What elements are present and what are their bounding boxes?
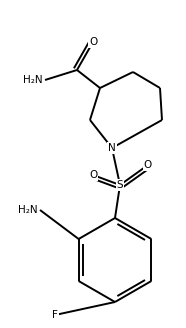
- Text: H₂N: H₂N: [18, 205, 38, 215]
- Text: H₂N: H₂N: [23, 75, 43, 85]
- Text: N: N: [108, 143, 116, 153]
- Text: F: F: [52, 310, 58, 320]
- Text: O: O: [89, 37, 97, 47]
- Text: O: O: [144, 160, 152, 170]
- Text: S: S: [117, 180, 123, 190]
- Text: O: O: [89, 170, 97, 180]
